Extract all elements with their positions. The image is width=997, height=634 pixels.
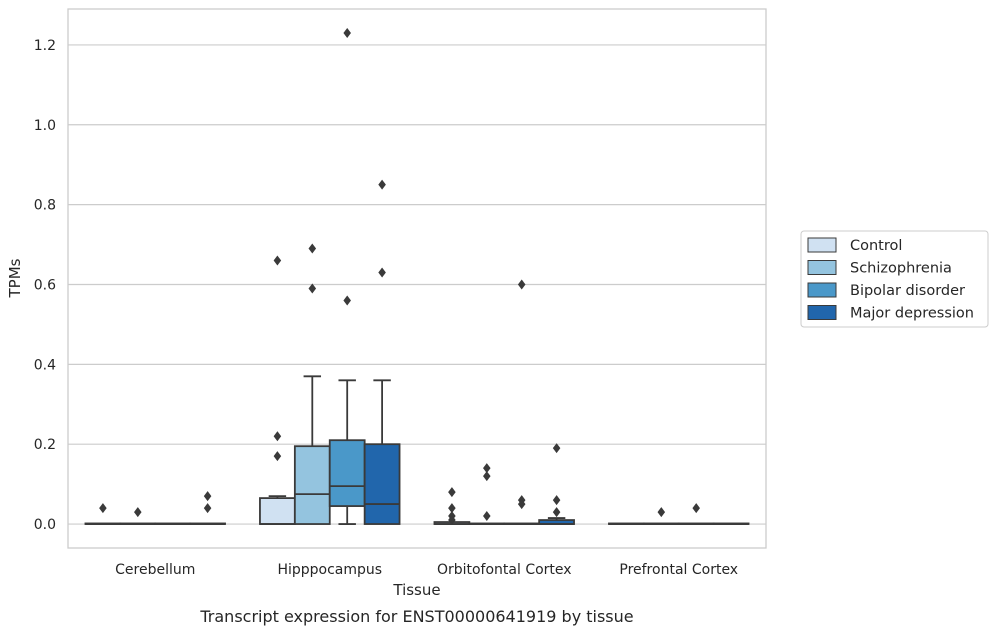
outlier-point xyxy=(517,499,526,510)
x-tick-label: Cerebellum xyxy=(115,562,195,578)
y-tick-label: 1.2 xyxy=(34,38,56,54)
y-tick-label: 0.8 xyxy=(34,198,56,214)
outlier-point xyxy=(692,503,700,514)
outlier-point xyxy=(448,487,456,498)
legend-label: Schizophrenia xyxy=(850,261,952,277)
x-tick-label: Orbitofontal Cortex xyxy=(437,562,572,578)
box-control xyxy=(433,487,471,526)
outlier-point xyxy=(552,443,561,454)
x-axis-title: Tissue xyxy=(392,581,440,599)
outlier-point xyxy=(517,279,526,290)
box-bipolar-disorder xyxy=(328,27,366,525)
y-axis-title: TPMs xyxy=(6,258,24,298)
y-tick-label: 0.6 xyxy=(34,277,56,293)
outlier-point xyxy=(273,255,282,266)
x-tick-labels: Cerebellum Hipppocampus Orbitofontal Corte… xyxy=(115,562,738,578)
outlier-point xyxy=(203,491,212,502)
outlier-point xyxy=(203,503,212,514)
chart-caption: Transcript expression for ENST0000064191… xyxy=(199,607,633,626)
outlier-point xyxy=(308,283,317,294)
outlier-point xyxy=(343,27,351,38)
outlier-point xyxy=(552,507,561,518)
outlier-point xyxy=(448,515,456,526)
outlier-point xyxy=(657,507,666,518)
outlier-point xyxy=(343,295,351,306)
outlier-point xyxy=(378,179,386,190)
plot-frame xyxy=(67,8,767,549)
legend-frame xyxy=(800,230,989,328)
legend-label: Bipolar disorder xyxy=(850,283,965,299)
legend-swatch xyxy=(807,260,837,275)
outlier-point xyxy=(99,503,107,514)
box-major-depression xyxy=(363,179,401,525)
box-bipolar-disorder xyxy=(154,522,192,525)
box-body xyxy=(328,439,366,507)
box-groups xyxy=(84,27,750,526)
x-tick-label: Prefrontal Cortex xyxy=(619,562,738,578)
y-tick-label: 1.0 xyxy=(34,118,56,134)
outlier-point xyxy=(483,471,491,482)
outlier-point xyxy=(273,451,282,462)
x-tick-label: Hipppocampus xyxy=(277,562,382,578)
legend-swatch xyxy=(807,282,837,298)
box-major-depression xyxy=(538,443,575,525)
outlier-point xyxy=(273,431,282,442)
y-gridlines xyxy=(68,44,766,525)
outlier-point xyxy=(552,495,561,506)
y-tick-labels: 0.0 0.2 0.4 0.6 0.8 1.0 1.2 xyxy=(34,38,56,533)
plot-background xyxy=(68,9,766,548)
box-control xyxy=(259,255,296,525)
box-control xyxy=(608,522,645,525)
legend-swatch xyxy=(807,237,837,253)
outlier-point xyxy=(134,507,142,518)
box-body xyxy=(363,443,401,525)
box-major-depression xyxy=(712,522,750,525)
outlier-point xyxy=(308,243,317,254)
outlier-point xyxy=(483,511,491,522)
box-body xyxy=(293,445,331,525)
outlier-point xyxy=(378,267,386,278)
y-tick-label: 0.0 xyxy=(34,517,56,533)
legend-label: Control xyxy=(850,238,902,254)
legend: Control Schizophrenia Bipolar disorder Majo… xyxy=(800,230,989,328)
y-tick-label: 0.2 xyxy=(34,437,56,453)
box-body xyxy=(259,497,296,525)
legend-swatch xyxy=(807,305,837,320)
box-schizophrenia xyxy=(293,243,331,525)
legend-label: Major depression xyxy=(850,306,974,322)
y-tick-label: 0.4 xyxy=(34,357,56,373)
box-major-depression xyxy=(189,491,226,525)
